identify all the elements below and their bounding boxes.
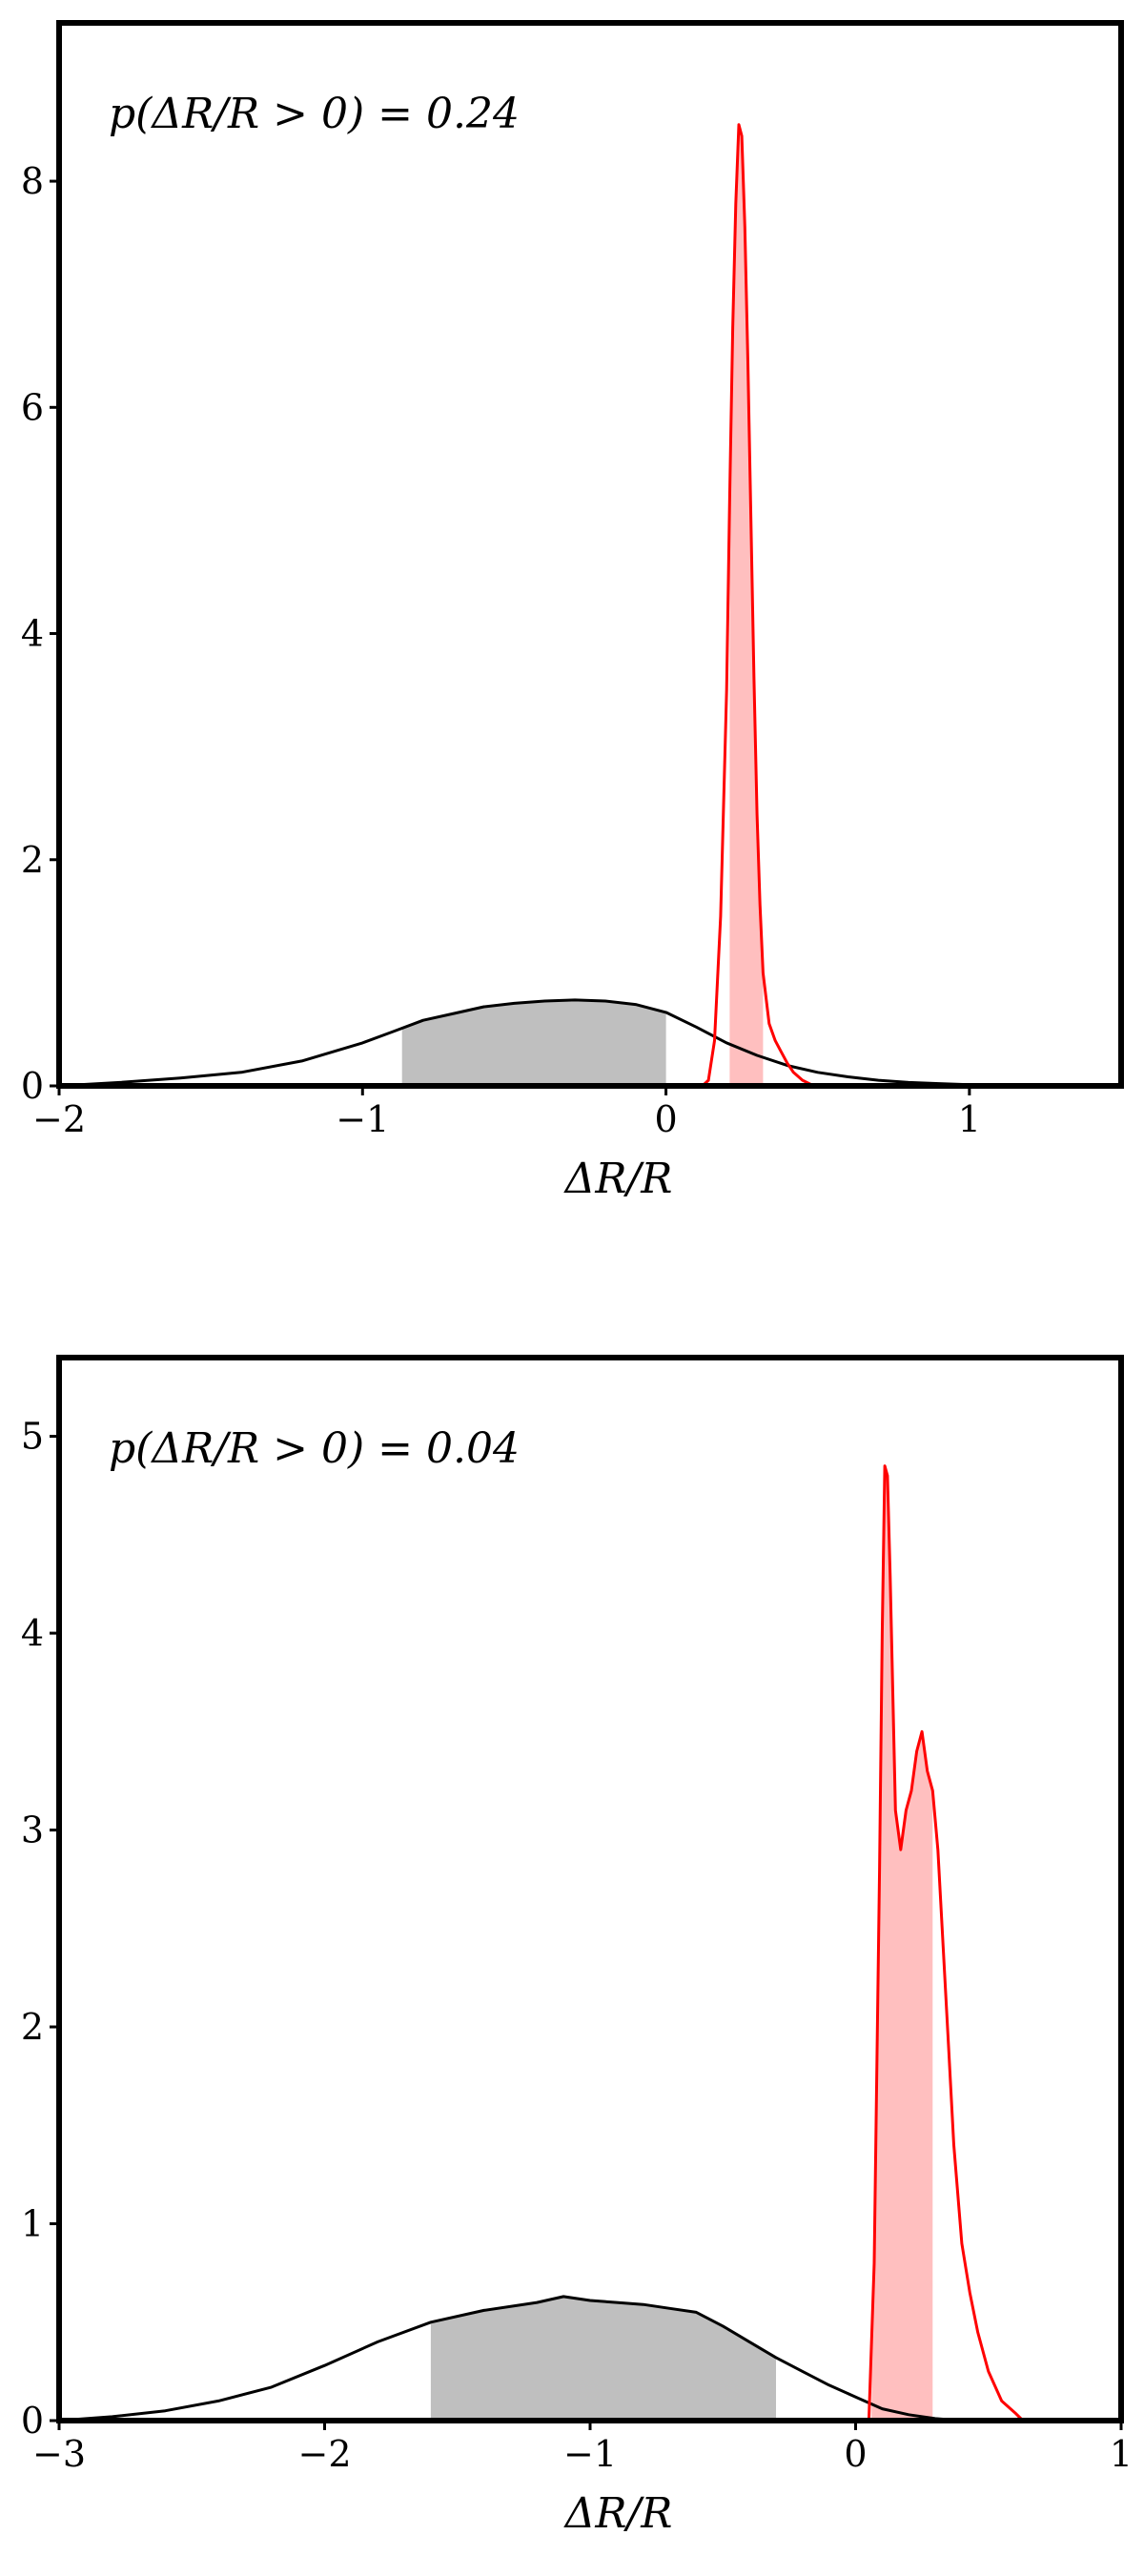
x-tick-label: 1 — [1110, 2433, 1133, 2475]
x-tick-label: −2 — [297, 2433, 351, 2475]
x-tick-label: −3 — [32, 2433, 86, 2475]
x-tick-label: −1 — [563, 2433, 617, 2475]
probability-annotation: p(ΔR/R > 0) = 0.24 — [109, 90, 520, 138]
y-tick-label: 2 — [21, 839, 44, 881]
x-axis-label: ΔR/R — [563, 1155, 673, 1203]
posterior-credible-interval-fill — [871, 1465, 933, 2421]
chart-panel-bottom: −3 −2 −1 0 1 0 1 2 3 4 5 p(ΔR/R > 0) = 0.04 ΔR/R — [21, 1355, 1133, 2538]
x-tick-label: 0 — [844, 2433, 867, 2475]
probability-annotation: p(ΔR/R > 0) = 0.04 — [109, 1424, 520, 1473]
prior-distribution-line — [58, 2295, 963, 2423]
posterior-credible-interval-fill — [729, 124, 764, 1087]
posterior-distribution-line — [701, 123, 818, 1088]
prior-credible-interval-fill — [430, 2296, 776, 2421]
y-tick-label: 2 — [21, 2006, 44, 2048]
plot-frame — [56, 1355, 1124, 2423]
x-tick-label: −2 — [32, 1098, 86, 1140]
y-tick-label: 3 — [21, 1809, 44, 1851]
plot-frame — [56, 20, 1124, 1089]
y-tick-label: 6 — [21, 386, 44, 428]
prior-distribution-line — [58, 998, 1031, 1088]
y-tick-label: 1 — [21, 2203, 44, 2245]
y-tick-label: 4 — [21, 613, 44, 655]
y-tick-label: 0 — [21, 1065, 44, 1107]
y-tick-label: 4 — [21, 1612, 44, 1654]
x-tick-label: −1 — [336, 1098, 389, 1140]
y-tick-label: 5 — [21, 1416, 44, 1458]
x-axis-label: ΔR/R — [563, 2489, 673, 2538]
prior-credible-interval-fill — [401, 999, 666, 1086]
x-tick-label: 0 — [654, 1098, 677, 1140]
y-tick-label: 8 — [21, 160, 44, 202]
y-tick-label: 0 — [21, 2400, 44, 2442]
chart-panel-top: −2 −1 0 1 0 2 4 6 8 p(ΔR/R > 0) = 0.24 ΔR/R — [21, 20, 1124, 1203]
posterior-distribution-line — [867, 1464, 1025, 2423]
x-tick-label: 1 — [958, 1098, 981, 1140]
